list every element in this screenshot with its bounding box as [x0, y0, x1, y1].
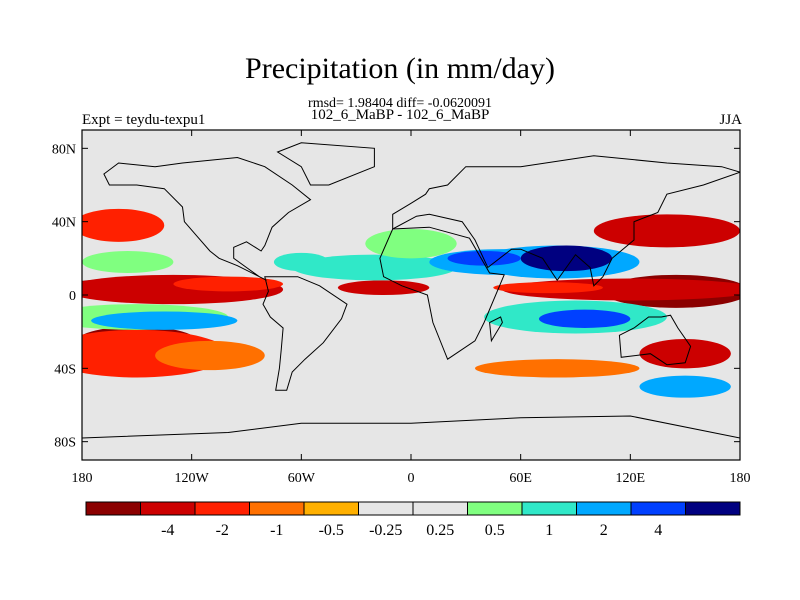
- colorbar-label: 0.5: [485, 522, 505, 539]
- x-tick-label: 120W: [175, 471, 210, 486]
- coastline: [103, 156, 312, 281]
- precip-anomaly-blob: [155, 340, 265, 371]
- colorbar-swatch: [576, 501, 632, 516]
- colorbar-label: -2: [216, 522, 229, 539]
- x-tick-label: 180: [730, 471, 751, 486]
- y-tick-label: 0: [69, 289, 76, 304]
- colorbar-swatch: [467, 501, 523, 516]
- colorbar-label: -1: [270, 522, 283, 539]
- coastline: [392, 155, 740, 287]
- precip-anomaly-blob: [136, 175, 210, 195]
- colorbar-swatch: [412, 501, 468, 516]
- y-tick-label: 80N: [52, 142, 76, 157]
- precip-anomaly-blob: [82, 251, 174, 273]
- precip-anomaly-blob: [173, 276, 284, 292]
- colorbar-label: 1: [545, 522, 553, 539]
- precip-anomaly-blob: [639, 375, 731, 398]
- coastline: [262, 276, 348, 391]
- stats-line: rmsd= 1.98404 diff= -0.0620091: [308, 96, 492, 111]
- colorbar-label: 2: [600, 522, 608, 539]
- precip-anomaly-blob: [411, 166, 485, 185]
- y-tick-label: 80S: [54, 436, 76, 451]
- y-tick-label: 40N: [52, 216, 76, 231]
- colorbar-swatch: [685, 501, 741, 516]
- precip-anomaly-blob: [273, 252, 329, 272]
- colorbar-swatch: [249, 501, 305, 516]
- colorbar-swatch: [140, 501, 196, 516]
- coastline: [82, 415, 740, 460]
- colorbar-swatch: [85, 501, 141, 516]
- coastline: [489, 316, 503, 343]
- precip-anomaly-blob: [493, 282, 603, 294]
- season-label: JJA: [719, 112, 742, 128]
- colorbar-label: 4: [654, 522, 662, 539]
- colorbar-swatch: [521, 501, 577, 516]
- x-tick-label: 120E: [616, 471, 646, 486]
- colorbar-label: 0.25: [426, 522, 454, 539]
- precip-anomaly-blob: [91, 311, 238, 330]
- y-tick-label: 40S: [54, 362, 76, 377]
- precip-anomaly-blob: [292, 254, 457, 281]
- colorbar-swatch: [358, 501, 414, 516]
- colorbar-label: -0.25: [369, 522, 402, 539]
- coastline: [276, 142, 375, 186]
- precip-anomaly-blob: [593, 214, 740, 248]
- precip-anomaly-blob: [365, 229, 457, 259]
- precip-anomaly-blob: [639, 339, 731, 369]
- colorbar-label: -0.5: [319, 522, 344, 539]
- precip-anomaly-blob: [538, 309, 631, 329]
- precip-anomaly-blob: [474, 359, 640, 378]
- coastline: [379, 226, 505, 360]
- precip-anomaly-blob: [447, 251, 521, 266]
- colorbar-swatch: [630, 501, 686, 516]
- coastline: [618, 314, 692, 366]
- precip-anomaly-blob: [82, 208, 165, 242]
- colorbar-swatch: [303, 501, 359, 516]
- plot-subtitle: 102_6_MaBP - 102_6_MaBP: [310, 107, 490, 123]
- x-tick-label: 60W: [288, 471, 316, 486]
- precip-anomaly-blob: [337, 280, 430, 295]
- colorbar-label: -4: [161, 522, 174, 539]
- experiment-label: Expt = teydu-texpu1: [82, 112, 206, 128]
- plot-title: Precipitation (in mm/day): [245, 52, 555, 85]
- x-tick-label: 0: [408, 471, 415, 486]
- x-tick-label: 60E: [509, 471, 532, 486]
- x-tick-label: 180: [72, 471, 93, 486]
- precip-anomaly-blob: [209, 175, 284, 195]
- colorbar-swatch: [194, 501, 250, 516]
- precip-anomaly-blob: [520, 245, 613, 272]
